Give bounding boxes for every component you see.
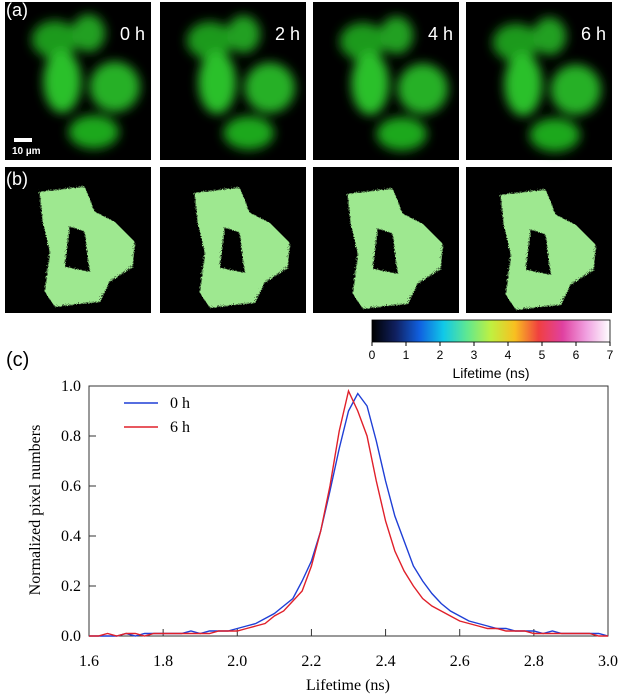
colorbar-tick-label: 6 (573, 348, 580, 362)
scale-bar (14, 138, 32, 142)
scale-bar-label: 10 µm (12, 146, 41, 157)
time-label: 0 h (120, 24, 145, 44)
panel-label: (c) (6, 349, 29, 371)
y-tick-label: 0.4 (61, 528, 81, 545)
x-tick-label: 1.6 (79, 653, 99, 670)
x-axis-label: Lifetime (ns) (306, 677, 390, 694)
x-tick-label: 2.0 (227, 653, 247, 670)
y-tick-label: 0.0 (61, 628, 81, 645)
y-tick-label: 1.0 (61, 378, 81, 395)
line-series (89, 392, 609, 637)
x-tick-label: 1.8 (153, 653, 173, 670)
x-tick-label: 2.2 (301, 653, 321, 670)
colorbar-tick-label: 5 (539, 348, 546, 362)
colorbar-tick-label: 4 (505, 348, 512, 362)
y-tick-label: 0.2 (61, 578, 81, 595)
time-label: 6 h (581, 24, 606, 44)
colorbar-tick-label: 7 (607, 348, 614, 362)
y-tick-label: 0.8 (61, 428, 81, 445)
colorbar-tick-label: 2 (437, 348, 444, 362)
legend-label: 0 h (170, 395, 190, 412)
y-axis-label: Normalized pixel numbers (27, 425, 44, 596)
colorbar-tick-label: 1 (403, 348, 410, 362)
y-tick-label: 0.6 (61, 478, 81, 495)
line-series (89, 388, 608, 637)
plot-frame (88, 385, 609, 637)
time-label: 2 h (275, 24, 300, 44)
time-label: 4 h (428, 24, 453, 44)
panel-label: (a) (6, 0, 28, 20)
x-tick-label: 3.0 (598, 653, 618, 670)
legend-label: 6 h (170, 419, 190, 436)
colorbar-tick-label: 3 (471, 348, 478, 362)
x-tick-label: 2.4 (376, 653, 396, 670)
panel-label: (b) (6, 169, 28, 189)
colorbar-tick-label: 0 (369, 348, 376, 362)
colorbar (371, 319, 611, 343)
x-tick-label: 2.6 (450, 653, 470, 670)
x-tick-label: 2.8 (524, 653, 544, 670)
image-panels: 0 h 2 h 4 h 6 h (5, 2, 612, 313)
colorbar-label: Lifetime (ns) (452, 365, 529, 381)
